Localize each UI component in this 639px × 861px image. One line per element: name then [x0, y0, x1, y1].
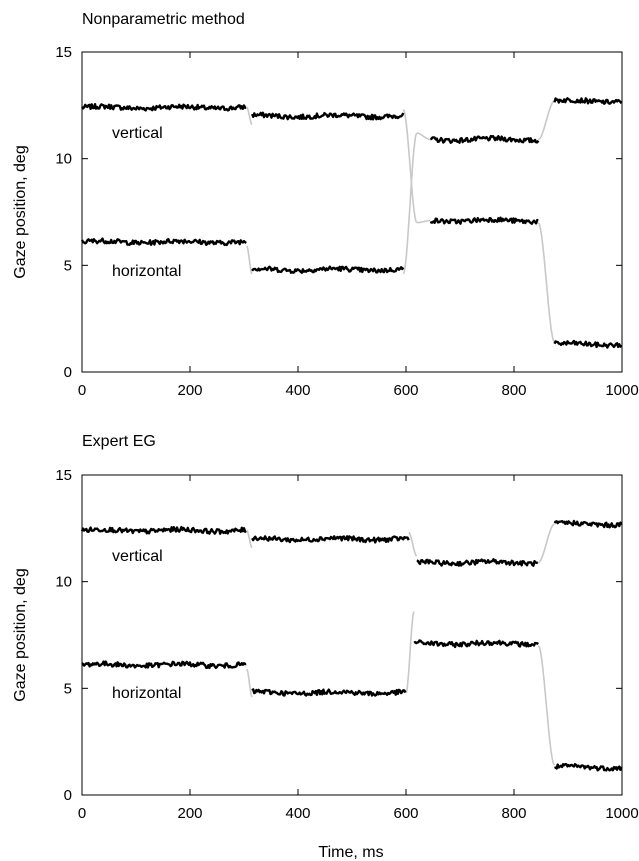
vertical-fixation-segment — [430, 134, 540, 144]
y-tick-label: 10 — [55, 151, 72, 168]
horizontal-saccade-segment — [246, 668, 253, 698]
y-tick-label: 5 — [64, 257, 72, 274]
horizontal-series-label: horizontal — [112, 685, 181, 702]
x-tick-label: 800 — [501, 382, 526, 399]
horizontal-saccade-segment — [405, 611, 415, 693]
top-panel-plot: 0 200 400 600 800 1000 0 5 10 15 vertical horizonta… — [55, 44, 638, 399]
horizontal-fixation-segment — [251, 265, 405, 274]
top-panel-y-axis-label: Gaze position, deg — [12, 145, 29, 278]
x-tick-label: 200 — [177, 805, 202, 822]
vertical-series-label: vertical — [112, 125, 163, 142]
y-tick-label: 15 — [55, 467, 72, 484]
vertical-fixation-segment — [416, 558, 539, 567]
vertical-saccade-segment — [402, 109, 418, 224]
x-tick-label: 1000 — [605, 805, 638, 822]
horizontal-fixation-segment — [554, 762, 623, 772]
horizontal-fixation-segment — [413, 639, 539, 649]
y-tick-label: 0 — [64, 364, 72, 381]
x-tick-label: 0 — [78, 805, 86, 822]
vertical-fixation-segment — [250, 111, 405, 121]
x-tick-label: 1000 — [605, 382, 638, 399]
y-tick-label: 15 — [55, 44, 72, 61]
horizontal-saccade-segment — [537, 222, 556, 343]
top-panel-title: Nonparametric method — [82, 11, 245, 28]
plot-frame — [81, 474, 623, 796]
x-tick-label: 400 — [285, 805, 310, 822]
horizontal-fixation-segment — [251, 688, 407, 697]
plot-frame — [81, 51, 623, 373]
x-tick-label: 800 — [501, 805, 526, 822]
vertical-saccade-segment — [537, 523, 555, 564]
x-tick-label: 600 — [393, 382, 418, 399]
bottom-panel-title: Expert EG — [82, 433, 156, 450]
horizontal-series-label: horizontal — [112, 263, 181, 280]
vertical-saccade-segment — [416, 132, 431, 141]
vertical-series-label: vertical — [112, 548, 163, 565]
vertical-saccade-segment — [408, 531, 418, 557]
horizontal-saccade-segment — [537, 645, 556, 766]
vertical-saccade-segment — [246, 529, 253, 549]
horizontal-saccade-segment — [402, 132, 418, 275]
x-tick-label: 400 — [285, 382, 310, 399]
x-tick-label: 600 — [393, 805, 418, 822]
vertical-saccade-segment — [246, 106, 253, 126]
vertical-fixation-segment — [81, 103, 247, 112]
x-tick-label: 0 — [78, 382, 86, 399]
bottom-panel-plot: 0 200 400 600 800 1000 0 5 10 15 vertical horizonta… — [55, 467, 638, 822]
horizontal-fixation-segment — [553, 339, 623, 349]
horizontal-fixation-segment — [80, 237, 247, 247]
horizontal-fixation-segment — [429, 216, 539, 225]
y-tick-label: 10 — [55, 574, 72, 591]
x-axis-label: Time, ms — [318, 844, 383, 861]
horizontal-saccade-segment — [246, 245, 253, 275]
bottom-panel: Expert EG Gaze position, deg 0 200 400 600 8… — [12, 433, 639, 822]
vertical-saccade-segment — [537, 100, 555, 141]
vertical-fixation-segment — [553, 97, 623, 105]
x-tick-label: 200 — [177, 382, 202, 399]
vertical-fixation-segment — [251, 535, 410, 544]
vertical-fixation-segment — [80, 525, 247, 535]
top-panel: Nonparametric method Gaze position, deg … — [12, 11, 639, 399]
horizontal-fixation-segment — [81, 660, 247, 670]
horizontal-saccade-segment — [416, 219, 431, 224]
vertical-fixation-segment — [553, 519, 623, 529]
y-tick-label: 5 — [64, 680, 72, 697]
y-tick-label: 0 — [64, 787, 72, 804]
bottom-panel-y-axis-label: Gaze position, deg — [12, 568, 29, 701]
